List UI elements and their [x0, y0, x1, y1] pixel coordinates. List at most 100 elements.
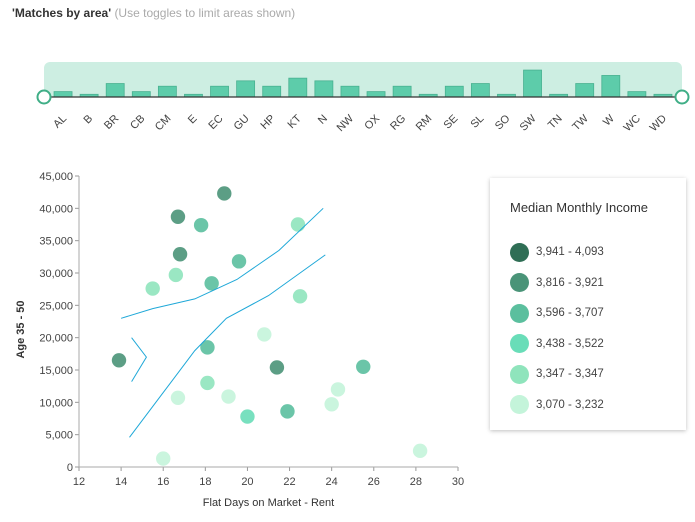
histogram-bar [157, 85, 177, 98]
histogram-bar [340, 85, 360, 98]
histogram-category-label: HP [259, 113, 278, 132]
chart-header: 'Matches by area' (Use toggles to limit … [12, 6, 295, 20]
y-tick-label: 45,000 [39, 171, 73, 183]
legend-label: 3,596 - 3,707 [536, 307, 604, 320]
y-tick-label: 40,000 [39, 203, 73, 215]
histogram-category-label: SO [493, 112, 513, 132]
data-point[interactable] [217, 186, 232, 201]
histogram-bar [288, 77, 308, 98]
histogram-category-label: CB [128, 113, 147, 132]
data-point[interactable] [269, 360, 285, 375]
legend-swatch [510, 273, 529, 293]
data-point[interactable] [330, 382, 346, 397]
legend-label: 3,438 - 3,522 [536, 337, 604, 350]
data-point[interactable] [290, 217, 306, 232]
legend-label: 3,070 - 3,232 [536, 398, 604, 411]
data-point[interactable] [145, 281, 160, 296]
histogram-category-label: W [601, 112, 617, 128]
data-point[interactable] [257, 327, 272, 342]
y-tick-label: 10,000 [39, 397, 73, 409]
histogram-category-label: GU [232, 113, 252, 133]
x-axis-title: Flat Days on Market - Rent [203, 497, 334, 509]
legend: Median Monthly Income 3,941 - 4,093 3,816… [490, 178, 686, 430]
data-point[interactable] [292, 289, 308, 304]
histogram-category-label: B [82, 113, 96, 127]
data-point[interactable] [111, 353, 127, 368]
x-tick-label: 14 [115, 476, 127, 488]
data-point[interactable] [168, 267, 184, 283]
y-axis-title: Age 35 - 50 [15, 300, 27, 358]
legend-item: 3,816 - 3,921 [510, 268, 686, 299]
histogram-bar [105, 83, 125, 98]
lower-band-line [129, 254, 326, 438]
histogram-category-label: RG [388, 113, 408, 133]
histogram-bar [523, 69, 542, 98]
legend-swatch [510, 303, 529, 323]
histogram-bar [314, 80, 334, 98]
data-point[interactable] [231, 254, 247, 269]
x-tick-label: 18 [199, 476, 211, 488]
data-point[interactable] [170, 390, 186, 406]
data-point[interactable] [221, 389, 236, 404]
legend-swatch [510, 395, 529, 415]
histogram-category-label: E [186, 113, 200, 127]
x-tick-label: 28 [410, 476, 422, 488]
data-point[interactable] [356, 359, 371, 374]
histogram-bar [262, 85, 282, 98]
data-point[interactable] [156, 451, 171, 466]
histogram-bar [131, 91, 151, 98]
range-slider-left-handle[interactable] [36, 89, 52, 105]
histogram-category-label: EC [206, 113, 225, 132]
histogram-category-label: KT [285, 112, 304, 131]
data-point[interactable] [280, 404, 295, 419]
data-point[interactable] [240, 409, 255, 424]
histogram-category-label: WD [648, 113, 669, 134]
data-point[interactable] [412, 443, 428, 459]
data-point[interactable] [204, 276, 219, 291]
upper-band-line [120, 207, 324, 319]
y-tick-label: 0 [67, 462, 73, 474]
y-tick-label: 35,000 [39, 236, 73, 248]
chart-hint: (Use toggles to limit areas shown) [114, 6, 296, 20]
histogram-bar [210, 85, 229, 98]
scatter-plot: 0 5,000 10,000 15,000 20,000 25,000 30,000 35,0… [15, 171, 464, 509]
legend-label: 3,347 - 3,347 [536, 368, 604, 381]
x-tick-label: 24 [326, 476, 338, 488]
histogram-category-label: TW [570, 112, 591, 133]
histogram-bar [53, 91, 73, 98]
legend-label: 3,941 - 4,093 [536, 246, 604, 259]
data-point[interactable] [324, 397, 339, 412]
histogram-category-label: SE [442, 113, 461, 132]
histogram-category-label: SL [468, 113, 486, 131]
x-tick-label: 16 [157, 476, 169, 488]
histogram-category-label: SW [518, 112, 539, 133]
histogram-category-label: WC [622, 113, 643, 134]
histogram-category-label: N [316, 113, 330, 127]
band-hook-line [131, 337, 148, 382]
histogram-bar [236, 80, 256, 98]
chart-title: 'Matches by area' [12, 6, 112, 20]
legend-item: 3,347 - 3,347 [510, 359, 686, 390]
x-tick-label: 30 [452, 476, 464, 488]
histogram-bar [627, 91, 647, 98]
histogram-category-label: NW [335, 112, 357, 134]
y-tick-label: 25,000 [39, 300, 73, 312]
legend-swatch [510, 364, 529, 384]
data-point[interactable] [193, 217, 209, 233]
y-tick-label: 5,000 [45, 430, 73, 442]
histogram-range-band [44, 62, 682, 97]
data-point[interactable] [200, 375, 215, 391]
y-tick-label: 20,000 [39, 333, 73, 345]
data-point[interactable] [200, 340, 215, 355]
data-point[interactable] [170, 209, 186, 224]
histogram-category-label: BR [102, 113, 121, 132]
x-tick-label: 12 [73, 476, 85, 488]
histogram-bar [470, 83, 490, 98]
area-histogram: AL B BR CB CM E EC GU HP KT N NW OX RG RM SE SL SO SW TN TW W… [36, 62, 690, 134]
legend-swatch [510, 334, 529, 354]
histogram-category-label: TN [546, 113, 565, 132]
x-tick-label: 22 [283, 476, 295, 488]
data-point[interactable] [172, 247, 188, 262]
range-slider-right-handle[interactable] [674, 89, 690, 105]
legend-item: 3,438 - 3,522 [510, 329, 686, 360]
